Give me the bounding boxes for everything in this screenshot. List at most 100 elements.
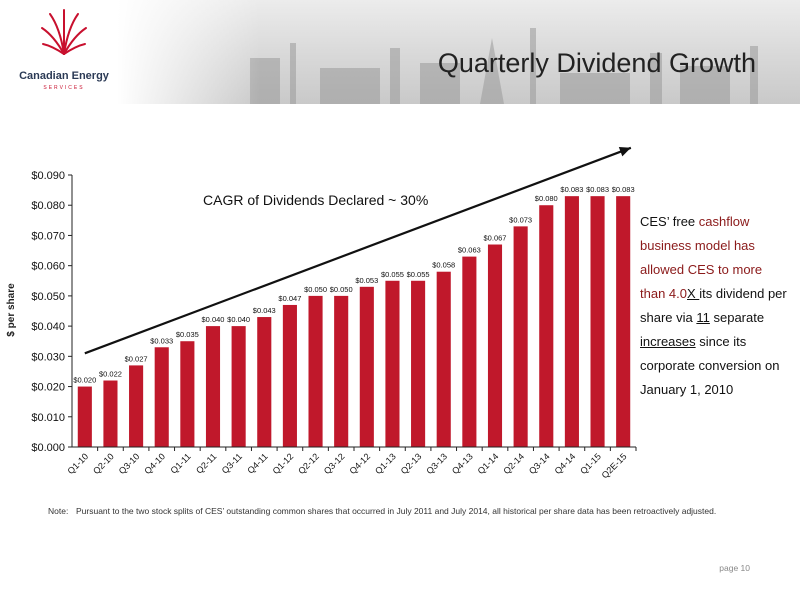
bar-value-label: $0.033 (150, 336, 173, 345)
bar-value-label: $0.050 (330, 285, 353, 294)
bar (154, 347, 169, 447)
x-tick-label: Q3-10 (117, 451, 142, 476)
bar (257, 317, 272, 447)
bar (436, 271, 451, 447)
side-text-part-1: CES’ free (640, 214, 699, 229)
bar (385, 280, 400, 447)
bar-value-label: $0.073 (509, 215, 532, 224)
x-tick-label: Q2-11 (194, 451, 218, 475)
footnote: Note: Pursuant to the two stock splits of… (48, 506, 788, 516)
y-tick-label: $0.090 (31, 170, 65, 182)
x-tick-label: Q1-12 (271, 451, 296, 476)
bar (129, 365, 144, 447)
cagr-annotation: CAGR of Dividends Declared ~ 30% (203, 192, 428, 208)
trend-arrow (84, 146, 632, 355)
trend-arrow-head (618, 146, 631, 157)
bar-value-label: $0.020 (73, 376, 96, 385)
y-tick-label: $0.080 (31, 200, 65, 212)
x-tick-label: Q1-14 (476, 451, 501, 476)
x-tick-label: Q4-14 (553, 451, 578, 476)
side-text-part-8: since its corporate conversion on Januar… (640, 334, 780, 397)
side-text-part-3: X (687, 286, 700, 301)
x-tick-label: Q1-11 (168, 451, 192, 475)
footnote-label: Note: (48, 506, 69, 516)
bar-value-label: $0.050 (304, 285, 327, 294)
y-tick-label: $0.070 (31, 230, 65, 242)
bar-value-label: $0.083 (612, 185, 635, 194)
x-axis: Q1-10 Q2-10 Q3-10 Q4-10 Q1-11 Q2-11 Q3-11 Q4-11… (65, 446, 637, 480)
bar-value-label: $0.055 (407, 270, 430, 279)
x-tick-label: Q3-12 (322, 451, 347, 476)
bar (513, 226, 528, 447)
bar-value-label: $0.067 (484, 234, 507, 243)
x-tick-label: Q3-11 (220, 451, 244, 475)
dividend-bar-chart: $ per share $0.000$0.010$0.020$0.030$0.0… (6, 146, 637, 480)
x-tick-label: Q3-14 (527, 451, 552, 476)
bar (359, 286, 374, 447)
bar-value-label: $0.043 (253, 306, 276, 315)
bar (282, 304, 297, 447)
bar-value-label: $0.047 (278, 294, 301, 303)
bar-value-label: $0.022 (99, 370, 122, 379)
side-text-part-5: 11 (696, 310, 710, 325)
y-tick-label: $0.030 (31, 351, 65, 363)
bar-value-label: $0.083 (586, 185, 609, 194)
bar (334, 295, 349, 447)
bar-value-label: $0.080 (535, 194, 558, 203)
bar-series: $0.020$0.022$0.027$0.033$0.035$0.040 $0.0… (73, 185, 635, 447)
company-logo: Canadian Energy SERVICES (14, 6, 114, 98)
header-banner: Canadian Energy SERVICES Quarterly Divid… (0, 0, 800, 104)
bar (564, 196, 579, 447)
bar (411, 280, 426, 447)
x-tick-label: Q4-11 (245, 451, 269, 475)
bar-value-label: $0.035 (176, 330, 199, 339)
x-tick-label: Q4-10 (142, 451, 167, 476)
y-tick-label: $0.050 (31, 291, 65, 303)
bar (539, 205, 554, 447)
y-axis: $0.000 $0.010 $0.020 $0.030 $0.040 $0.050 $0.0… (31, 170, 73, 454)
y-tick-label: $0.020 (31, 382, 65, 394)
bar (590, 196, 605, 447)
bar (205, 326, 221, 447)
bar-value-label: $0.027 (125, 354, 148, 363)
trend-arrow-line (84, 146, 632, 355)
bar-value-label: $0.058 (432, 261, 455, 270)
page-title: Quarterly Dividend Growth (437, 48, 756, 78)
y-axis-label: $ per share (6, 283, 17, 337)
footnote-text: Pursuant to the two stock splits of CES’… (76, 506, 717, 516)
side-text-part-2: cashflow business model has allowed CES … (640, 214, 763, 301)
bar-value-label: $0.040 (227, 315, 250, 324)
bar-value-label: $0.083 (560, 185, 583, 194)
side-text-part-4: its dividend per share via (640, 286, 787, 325)
x-tick-label: Q2-13 (399, 451, 424, 476)
x-tick-label: Q2-12 (296, 451, 321, 476)
x-tick-label: Q4-12 (347, 451, 372, 476)
x-tick-label: Q1-13 (373, 451, 398, 476)
y-tick-label: $0.000 (31, 442, 65, 454)
industrial-skyline-image (250, 28, 758, 104)
x-tick-label: Q1-10 (65, 451, 90, 476)
x-tick-label: Q3-13 (424, 451, 449, 476)
bar (308, 295, 323, 447)
side-text-part-7: increases (640, 334, 696, 349)
x-tick-label: Q4-13 (450, 451, 475, 476)
header-fade (0, 0, 260, 104)
side-commentary: CES’ free cashflow business model has al… (640, 210, 790, 402)
x-tick-label: Q2-14 (501, 451, 526, 476)
bar (616, 196, 631, 447)
bar (231, 326, 246, 447)
logo-company-name: Canadian Energy (19, 70, 109, 82)
bar (462, 256, 477, 447)
bar (77, 386, 92, 447)
bar-value-label: $0.040 (202, 315, 225, 324)
bar-value-label: $0.053 (355, 276, 378, 285)
bar-value-label: $0.063 (458, 246, 481, 255)
bar (487, 244, 503, 447)
x-tick-label: Q2-10 (91, 451, 116, 476)
side-text-part-6: separate (709, 310, 765, 325)
x-tick-label: Q2E-15 (600, 451, 629, 480)
logo-company-subtitle: SERVICES (43, 85, 85, 91)
bar (103, 380, 118, 447)
page-number: page 10 (719, 563, 750, 573)
starburst-logo-icon (41, 9, 87, 55)
